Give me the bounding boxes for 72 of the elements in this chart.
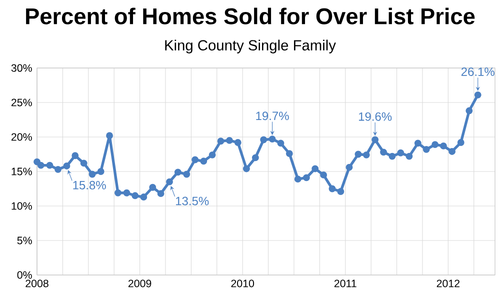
annotation: 15.8% [73,180,106,190]
point [174,168,182,176]
point [294,176,302,183]
chart-title: Percent of Homes Sold for Over List Price [26,8,475,24]
point [37,162,44,169]
point [149,184,156,191]
point [226,136,233,144]
point [106,132,114,140]
annotation: 26.1% [461,67,494,76]
point [97,168,104,175]
point [466,107,473,114]
point [123,189,130,196]
point [80,160,88,167]
point [346,164,353,171]
point [242,165,250,172]
point [457,139,464,146]
point [277,140,284,147]
point [337,188,344,195]
x-tick-label: 2011 [334,280,356,288]
point [34,158,40,166]
point [208,151,216,158]
point [302,174,310,182]
point [46,162,54,169]
point [72,152,79,160]
point [414,140,422,147]
x-tick-label: 2009 [128,280,152,288]
point [397,149,404,156]
point [63,162,70,170]
point [234,139,242,146]
point [406,152,413,160]
annotation: 19.7% [256,112,289,120]
y-tick-label: 20% [11,133,32,141]
y-tick-label: 30% [11,64,32,72]
point [328,185,336,192]
point [114,189,122,196]
point [474,91,482,98]
annotation: 19.6% [358,112,392,121]
point [286,150,293,158]
y-tick-label: 5% [17,236,32,244]
point [388,152,396,160]
point [252,154,259,162]
y-tick-label: 25% [11,98,32,106]
y-tick-label: 10% [12,202,32,210]
point [448,148,456,155]
point [362,151,370,158]
annotation: 13.5% [176,196,209,206]
point [268,136,276,143]
point [260,136,268,144]
x-tick-label: 2008 [26,280,48,288]
point [54,166,62,173]
point [372,136,379,144]
point [312,165,319,172]
point [320,171,328,178]
point [440,142,447,150]
point [166,178,173,186]
y-tick-label: 0% [17,271,32,279]
chart-subtitle: King County Single Family [165,40,336,54]
x-tick-label: 2010 [231,280,254,288]
point [354,150,362,158]
point [132,192,139,200]
point [217,138,224,145]
point [192,156,199,164]
point [200,158,208,165]
point [140,194,148,200]
point [432,141,438,148]
x-tick-label: 2012 [436,280,460,288]
point [88,170,96,178]
point [183,170,190,178]
point [422,146,430,153]
y-tick-label: 15% [12,168,32,176]
point [380,148,387,156]
point [157,190,164,198]
